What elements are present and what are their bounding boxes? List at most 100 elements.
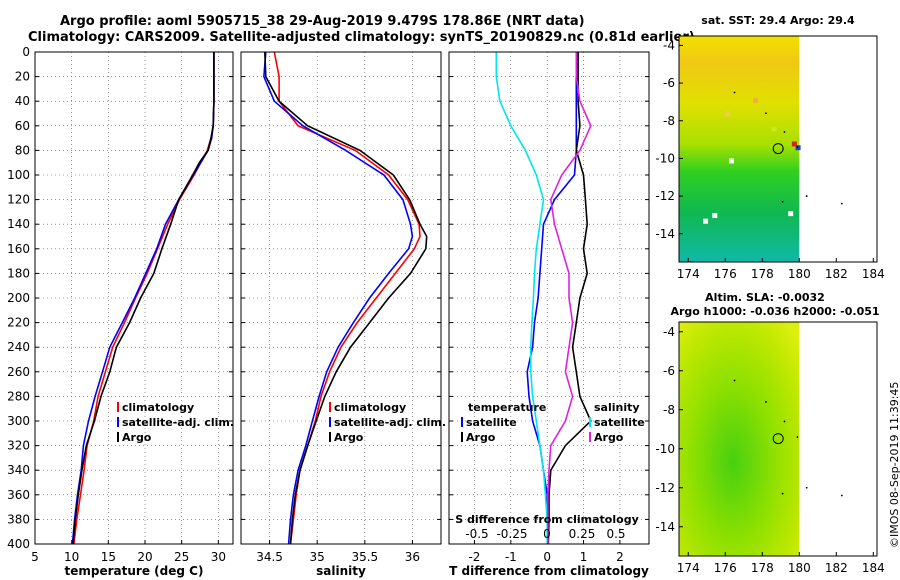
map-y-tick-label: -10 [655,442,675,456]
island-dot [840,494,843,497]
x-tick-label: 1 [580,550,588,564]
map-pixel [788,211,794,217]
map-pixel [791,141,797,147]
s-axis-tick-label: 0 [543,527,551,541]
temperature-legend-label: Argo [122,431,152,444]
map-frame [678,35,878,263]
x-tick-label: 34.5 [256,550,283,564]
x-tick-label: 35.5 [351,550,378,564]
profile-panel-2: 34.5 35 35.5 36 salinity [240,51,442,578]
plot-frame [240,51,442,545]
salinity-legend-label: climatology [334,401,406,414]
sla-map-title: Altim. SLA: -0.0032 [705,291,825,304]
map-x-tick-label: 184 [862,267,885,281]
depth-tick-label: 160 [7,242,30,256]
depth-tick-label: 300 [7,414,30,428]
map-panel-1: 174 176 178 180 182 184 -4 -6 -8 -10 -12 -14 [655,35,885,281]
map-y-tick-label: -6 [663,364,675,378]
map-field [679,322,800,556]
s-axis-tick-label: 0.25 [569,527,596,541]
depth-tick-label: 320 [7,439,30,453]
s-axis-tick-label: -0.25 [496,527,527,541]
map-y-tick-label: -12 [655,481,675,495]
x-tick-label: 2 [616,550,624,564]
series-line-s-satellite [495,52,549,544]
island-dot [783,420,786,423]
map-pixel [753,98,759,104]
depth-tick-label: 200 [7,291,30,305]
diff-legend-title-temperature: temperature [468,401,546,414]
figure-title-line-1: Argo profile: aoml 5905715_38 29-Aug-201… [60,14,585,29]
island-dot [805,195,808,197]
map-panel-2: 174 176 178 180 182 184 -4 -6 -8 -10 -12 -14 [655,321,885,575]
x-axis-label: T difference from climatology [449,564,649,578]
island-dot [781,492,784,495]
depth-tick-label: 80 [15,143,30,157]
x-tick-label: 0 [543,550,551,564]
depth-tick-label: 180 [7,266,30,280]
x-tick-label: 25 [174,550,189,564]
map-x-tick-label: 176 [714,561,737,575]
map-x-tick-label: 178 [751,561,774,575]
depth-tick-label: 140 [7,217,30,231]
series-line-argo [264,51,428,545]
series-line-t-argo [547,52,592,545]
island-dot [783,131,786,133]
x-tick-label: -2 [468,550,480,564]
plot-frame [34,51,234,545]
map-x-tick-label: 180 [788,267,811,281]
figure-title-line-2: Climatology: CARS2009. Satellite-adjuste… [28,30,695,45]
sst-map-title: sat. SST: 29.4 Argo: 29.4 [701,14,855,27]
island-dot [796,436,799,438]
depth-tick-label: 40 [15,94,30,108]
depth-tick-label: 120 [7,193,30,207]
depth-tick-label: 360 [7,488,30,502]
map-pixel [712,213,718,219]
island-dot [733,379,736,382]
depth-tick-label: 100 [7,168,30,182]
map-y-tick-label: -14 [655,520,675,534]
x-tick-label: 15 [101,550,116,564]
map-y-tick-label: -12 [655,189,675,203]
map-y-tick-label: -8 [663,114,675,128]
map-y-tick-label: -10 [655,151,675,165]
depth-tick-label: 0 [22,45,30,59]
series-line-climatology [273,51,421,545]
map-x-tick-label: 182 [825,267,848,281]
x-tick-label: -1 [505,550,517,564]
diff-temperature-legend-label: Argo [466,431,496,444]
map-x-tick-label: 178 [751,267,774,281]
map-pixel [728,158,734,164]
map-x-tick-label: 184 [862,561,885,575]
map-y-tick-label: -4 [663,325,675,339]
diff-salinity-legend-label: Argo [594,431,624,444]
depth-tick-label: 340 [7,463,30,477]
depth-tick-label: 220 [7,316,30,330]
x-tick-label: 30 [211,550,226,564]
depth-tick-label: 240 [7,340,30,354]
map-x-tick-label: 180 [788,561,811,575]
x-axis-label: temperature (deg C) [65,564,204,578]
map-y-tick-label: -6 [663,76,675,90]
s-axis-tick-label: -0.5 [465,527,488,541]
diff-salinity-legend-label: satellite [594,416,645,429]
map-y-tick-label: -4 [663,38,675,52]
map-x-tick-label: 182 [825,561,848,575]
depth-tick-label: 380 [7,512,30,526]
plot-frame [448,51,650,545]
map-y-tick-label: -8 [663,403,675,417]
x-tick-label: 20 [137,550,152,564]
island-dot [781,200,784,203]
diff-legend-title-salinity: salinity [594,401,640,414]
x-tick-label: 36 [405,550,420,564]
island-dot [733,91,736,94]
depth-tick-label: 400 [7,537,30,551]
island-dot [805,486,808,489]
island-dot [840,202,843,205]
map-x-tick-label: 174 [677,267,700,281]
series-line-argo [72,52,215,545]
series-line-satellite-adj-clim- [263,51,414,545]
argo-position-marker [772,143,784,155]
map-pixel [771,126,777,132]
series-line-s-argo [547,52,592,544]
